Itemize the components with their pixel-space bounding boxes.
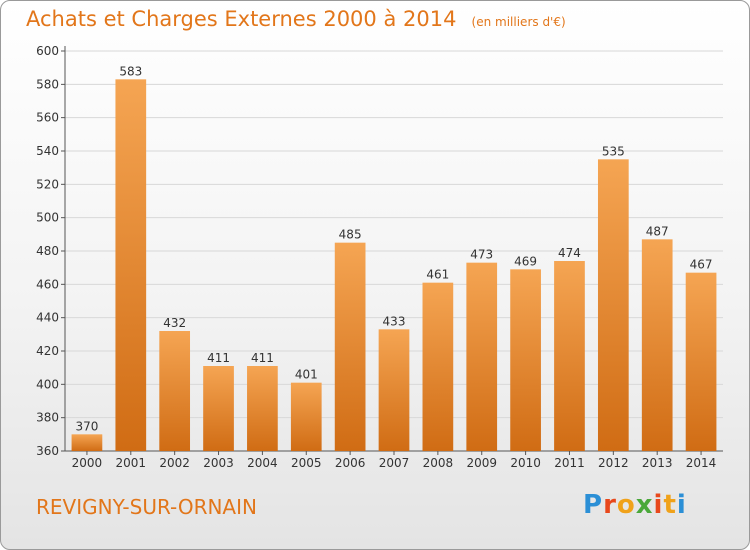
x-tick-label: 2010 [510, 456, 541, 470]
bars [71, 79, 717, 452]
y-tick-label: 600 [36, 44, 59, 58]
logo-letter: x [635, 490, 654, 520]
value-label: 469 [514, 254, 537, 268]
bar [597, 159, 629, 452]
logo-letter: i [653, 490, 664, 520]
value-label: 432 [163, 316, 186, 330]
logo-letter: P [583, 490, 604, 520]
y-tick-label: 380 [36, 411, 59, 425]
value-label: 487 [646, 224, 669, 238]
chart-title-unit: (en milliers d'€) [471, 15, 566, 29]
bar [422, 282, 454, 451]
bar [510, 269, 541, 451]
bar [685, 272, 717, 451]
bar [466, 262, 498, 451]
x-tick-label: 2006 [335, 456, 366, 470]
y-tick-label: 420 [36, 344, 59, 358]
chart-title-main: Achats et Charges Externes 2000 à 2014 [26, 7, 457, 31]
y-tick-label: 520 [36, 177, 59, 191]
x-tick-label: 2004 [247, 456, 278, 470]
value-label: 485 [339, 228, 362, 242]
x-tick-label: 2000 [72, 456, 103, 470]
y-tick-label: 440 [36, 311, 59, 325]
bar [71, 434, 103, 451]
value-label: 467 [690, 258, 713, 272]
y-tick-label: 560 [36, 111, 59, 125]
y-tick-label: 580 [36, 77, 59, 91]
x-tick-label: 2008 [423, 456, 454, 470]
logo-letter: t [663, 490, 677, 520]
bar [554, 261, 585, 451]
x-tick-label: 2014 [686, 456, 717, 470]
value-label: 411 [251, 351, 274, 365]
x-tick-label: 2005 [291, 456, 322, 470]
bar [115, 79, 147, 451]
y-tick-label: 480 [36, 244, 59, 258]
bar [247, 366, 278, 451]
x-tick-label: 2011 [554, 456, 585, 470]
x-tick-label: 2009 [466, 456, 497, 470]
y-tick-label: 460 [36, 277, 59, 291]
value-label: 583 [119, 64, 142, 78]
y-tick-label: 360 [36, 444, 59, 458]
value-labels: 370 583 432 411 411 401 485 433 461 473 469 474 535 4… [75, 64, 712, 433]
value-label: 535 [602, 144, 625, 158]
bar [378, 329, 410, 451]
x-tick-label: 2003 [203, 456, 234, 470]
x-tick-label: 2007 [379, 456, 410, 470]
value-label: 401 [295, 368, 318, 382]
x-tick-label: 2013 [642, 456, 673, 470]
bar [334, 242, 366, 451]
value-label: 474 [558, 246, 581, 260]
bar [159, 331, 191, 451]
bar [290, 382, 322, 451]
y-tick-label: 540 [36, 144, 59, 158]
commune-name: REVIGNY-SUR-ORNAIN [36, 495, 257, 519]
proxiti-logo: Proxiti [583, 490, 687, 520]
tick-labels: 360 380 400 420 440 460 480 500 520 540 560 580 600 2… [36, 44, 716, 470]
bar [203, 366, 234, 451]
y-tick-label: 500 [36, 211, 59, 225]
bar [641, 239, 673, 451]
value-label: 411 [207, 351, 230, 365]
value-label: 433 [383, 314, 406, 328]
logo-letter: i [676, 490, 687, 520]
y-tick-label: 400 [36, 377, 59, 391]
value-label: 370 [75, 419, 98, 433]
chart-title: Achats et Charges Externes 2000 à 2014 (… [26, 7, 566, 31]
x-tick-label: 2012 [598, 456, 629, 470]
x-tick-label: 2002 [159, 456, 190, 470]
logo-letter: o [616, 490, 636, 520]
logo-letter: r [603, 490, 617, 520]
value-label: 473 [470, 248, 493, 262]
x-tick-label: 2001 [116, 456, 147, 470]
value-label: 461 [426, 268, 449, 282]
